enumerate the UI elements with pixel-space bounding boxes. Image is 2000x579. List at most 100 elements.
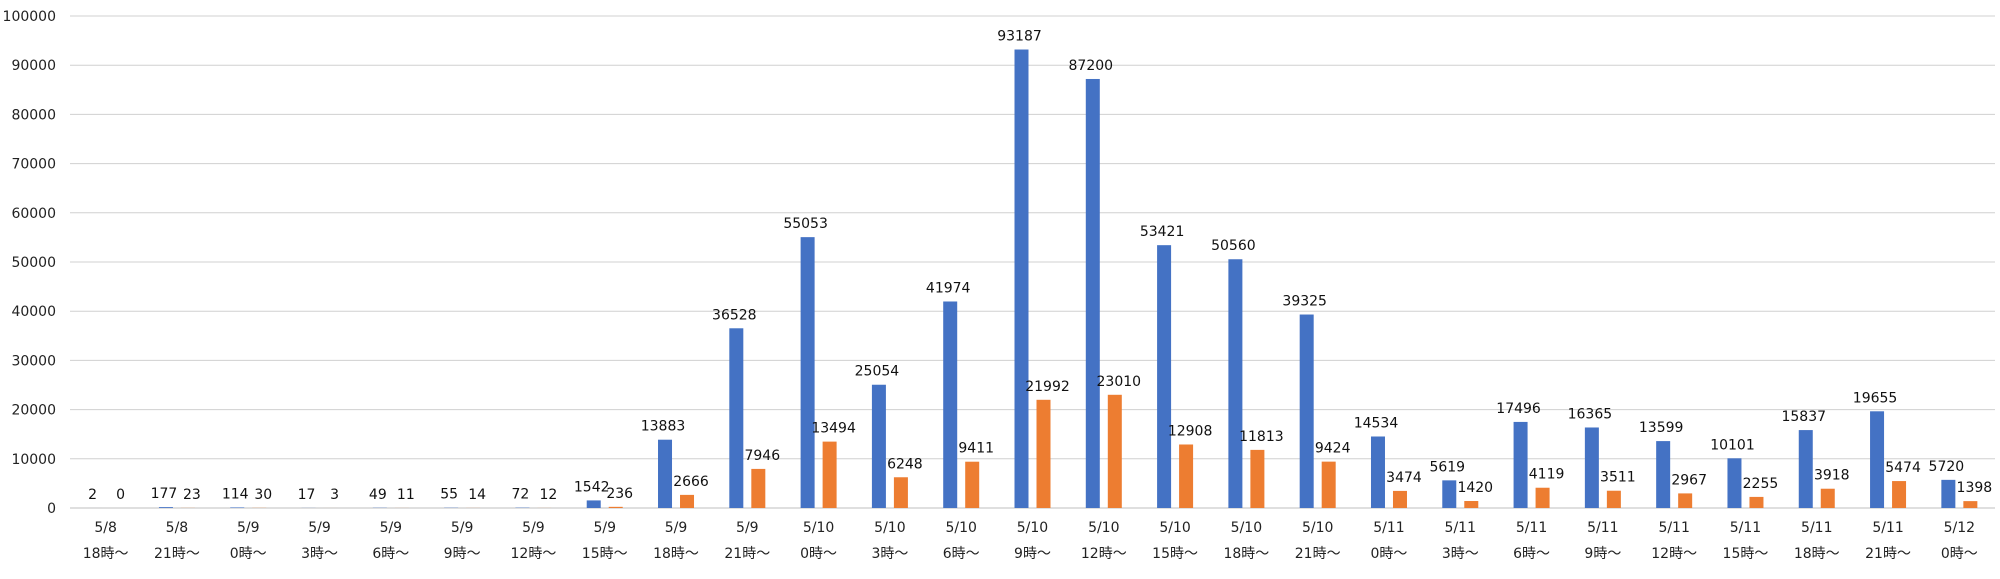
bar-series-2 [1037, 400, 1051, 508]
x-tick-date: 5/9 [522, 520, 545, 536]
bar-series-1 [801, 237, 815, 508]
x-tick-hour: 18時〜 [1223, 546, 1269, 562]
bar-series-1 [1799, 430, 1813, 508]
data-label-series-2: 23010 [1097, 374, 1142, 390]
x-tick-date: 5/9 [237, 520, 260, 536]
data-label-series-1: 5619 [1429, 459, 1465, 475]
x-tick-hour: 15時〜 [582, 546, 628, 562]
x-tick-date: 5/9 [451, 520, 474, 536]
y-tick-label: 50000 [11, 255, 56, 271]
data-label-series-1: 14534 [1354, 415, 1399, 431]
data-label-series-2: 1398 [1957, 480, 1993, 496]
bar-series-1 [1870, 411, 1884, 508]
data-label-series-2: 3511 [1600, 470, 1636, 486]
x-tick-date: 5/11 [1658, 520, 1689, 536]
bar-series-1 [1228, 259, 1242, 508]
x-tick-hour: 3時〜 [301, 546, 338, 562]
bar-series-1 [1086, 79, 1100, 508]
x-tick-date: 5/8 [166, 520, 189, 536]
x-tick-hour: 12時〜 [1651, 546, 1697, 562]
x-tick-date: 5/11 [1730, 520, 1761, 536]
data-label-series-2: 2967 [1671, 472, 1707, 488]
data-label-series-1: 36528 [712, 307, 757, 323]
data-label-series-1: 72 [512, 487, 530, 503]
data-label-series-2: 7946 [744, 448, 780, 464]
bar-series-2 [1393, 491, 1407, 508]
x-tick-hour: 15時〜 [1152, 546, 1198, 562]
data-label-series-1: 13883 [641, 419, 686, 435]
bar-series-2 [1536, 488, 1550, 508]
x-tick-hour: 6時〜 [372, 546, 409, 562]
x-tick-date: 5/11 [1801, 520, 1832, 536]
bar-series-1 [1015, 50, 1029, 508]
x-tick-hour: 0時〜 [800, 546, 837, 562]
data-label-series-1: 17 [298, 487, 316, 503]
data-label-series-2: 6248 [887, 456, 923, 472]
x-tick-hour: 21時〜 [154, 546, 200, 562]
bar-series-1 [1656, 441, 1670, 508]
x-tick-date: 5/9 [308, 520, 331, 536]
bar-series-1 [658, 440, 672, 508]
data-label-series-1: 39325 [1282, 294, 1327, 310]
data-label-series-2: 23 [183, 487, 201, 503]
x-tick-hour: 3時〜 [1442, 546, 1479, 562]
x-tick-date: 5/9 [665, 520, 688, 536]
x-tick-hour: 6時〜 [1513, 546, 1550, 562]
data-label-series-1: 25054 [855, 364, 900, 380]
bar-series-1 [1514, 422, 1528, 508]
bar-series-1 [1585, 427, 1599, 508]
x-tick-hour: 6時〜 [943, 546, 980, 562]
x-axis-ticks: 5/8 18時〜 5/8 21時〜 5/9 0時〜 5/9 3時〜 5/9 6時〜 5/9 9時〜 5/… [83, 520, 1978, 562]
x-tick-hour: 21時〜 [724, 546, 770, 562]
y-tick-label: 100000 [3, 9, 56, 25]
x-tick-hour: 18時〜 [653, 546, 699, 562]
gridlines [70, 16, 1995, 508]
x-tick-hour: 9時〜 [1584, 546, 1621, 562]
x-tick-date: 5/10 [945, 520, 976, 536]
x-tick-date: 5/8 [94, 520, 117, 536]
y-tick-label: 80000 [11, 107, 56, 123]
bar-series-2 [1749, 497, 1763, 508]
data-label-series-2: 30 [254, 487, 272, 503]
x-tick-hour: 12時〜 [511, 546, 557, 562]
data-label-series-2: 3 [330, 487, 339, 503]
data-label-series-2: 14 [468, 487, 486, 503]
data-label-series-2: 1420 [1457, 480, 1493, 496]
data-label-series-1: 2 [88, 487, 97, 503]
data-label-series-1: 93187 [997, 29, 1042, 45]
bars [88, 50, 1978, 508]
x-tick-date: 5/11 [1872, 520, 1903, 536]
bar-series-2 [1250, 450, 1264, 508]
x-tick-hour: 12時〜 [1081, 546, 1127, 562]
x-tick-hour: 21時〜 [1865, 546, 1911, 562]
data-label-series-1: 17496 [1496, 401, 1541, 417]
x-tick-date: 5/10 [1302, 520, 1333, 536]
data-label-series-2: 3474 [1386, 470, 1422, 486]
x-tick-hour: 18時〜 [83, 546, 129, 562]
bar-series-2 [1108, 395, 1122, 508]
bar-series-2 [894, 477, 908, 508]
x-tick-date: 5/10 [1159, 520, 1190, 536]
bar-series-2 [1821, 489, 1835, 508]
x-tick-date: 5/9 [593, 520, 616, 536]
x-tick-date: 5/9 [380, 520, 403, 536]
x-tick-date: 5/11 [1373, 520, 1404, 536]
x-tick-date: 5/11 [1445, 520, 1476, 536]
bar-series-1 [159, 507, 173, 508]
x-tick-date: 5/11 [1516, 520, 1547, 536]
bar-series-1 [943, 301, 957, 508]
bar-series-2 [751, 469, 765, 508]
data-label-series-2: 11 [397, 487, 415, 503]
data-label-series-1: 41974 [926, 280, 971, 296]
data-label-series-1: 16365 [1568, 406, 1613, 422]
x-tick-date: 5/12 [1944, 520, 1975, 536]
data-label-series-2: 12 [540, 487, 558, 503]
x-tick-date: 5/9 [736, 520, 759, 536]
x-tick-hour: 9時〜 [444, 546, 481, 562]
bar-series-1 [729, 328, 743, 508]
data-label-series-2: 9411 [958, 441, 994, 457]
data-label-series-1: 5720 [1929, 459, 1965, 475]
x-tick-hour: 0時〜 [1941, 546, 1978, 562]
data-label-series-1: 19655 [1853, 390, 1898, 406]
